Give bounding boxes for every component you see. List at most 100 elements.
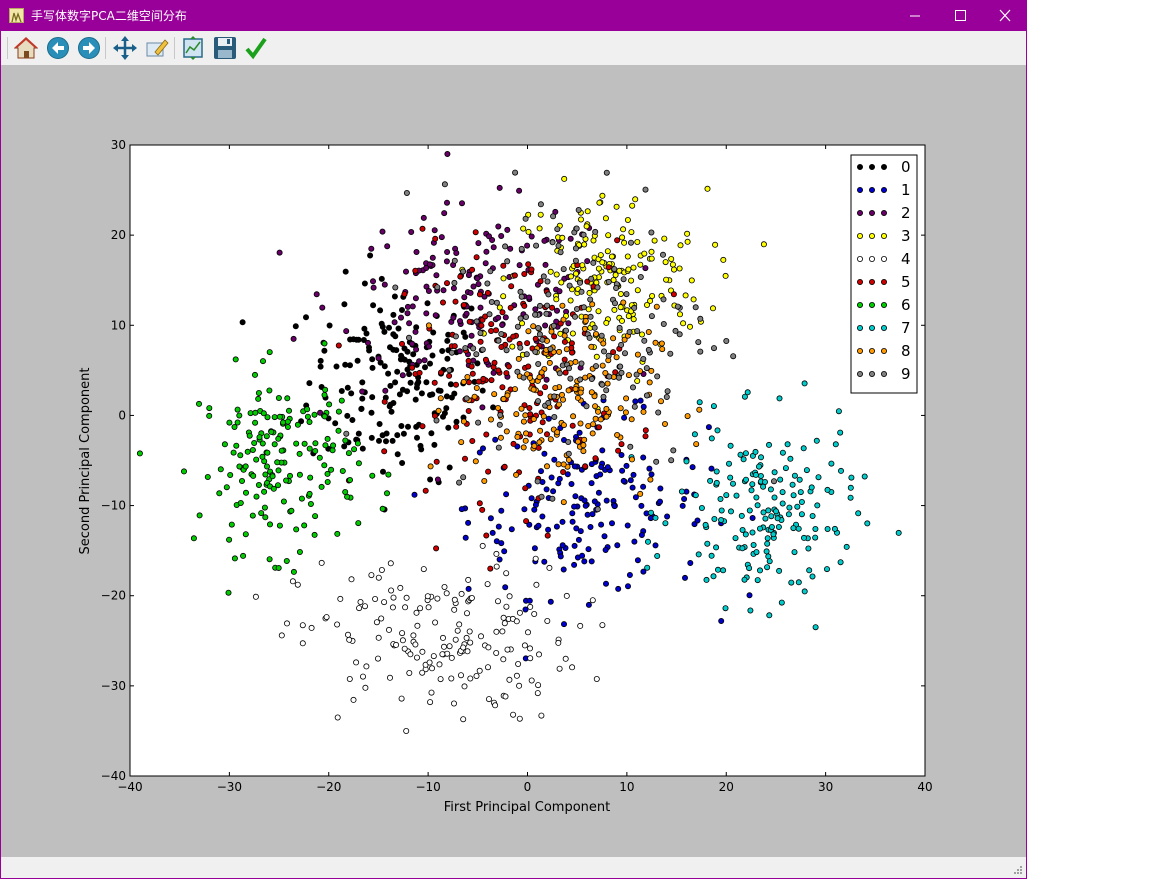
configure-subplots-button[interactable] — [180, 35, 206, 61]
point-7 — [766, 558, 773, 565]
point-4 — [506, 593, 513, 600]
point-0 — [367, 252, 374, 259]
point-2 — [425, 343, 432, 350]
point-9 — [618, 341, 625, 348]
legend-marker-0 — [881, 164, 888, 171]
point-6 — [274, 482, 281, 489]
point-7 — [770, 531, 777, 538]
point-0 — [359, 445, 366, 452]
point-2 — [399, 372, 406, 379]
point-0 — [354, 357, 361, 364]
point-9 — [578, 288, 585, 295]
point-7 — [794, 503, 801, 510]
point-4 — [451, 606, 458, 613]
point-4 — [381, 599, 388, 606]
point-7 — [749, 529, 756, 536]
minimize-button[interactable] — [892, 1, 938, 31]
point-6 — [228, 521, 235, 528]
point-3 — [604, 248, 611, 255]
point-5 — [443, 280, 450, 287]
point-3 — [624, 253, 631, 260]
point-0 — [368, 434, 375, 441]
home-button[interactable] — [13, 35, 39, 61]
point-6 — [275, 467, 282, 474]
point-4 — [399, 630, 406, 637]
subplots-icon — [183, 36, 203, 60]
point-3 — [536, 225, 543, 232]
edit-parameters-button[interactable] — [243, 35, 269, 61]
point-8 — [531, 442, 538, 449]
point-2 — [413, 346, 420, 353]
point-4 — [504, 646, 511, 653]
point-7 — [790, 492, 797, 499]
point-7 — [744, 389, 751, 396]
close-button[interactable] — [982, 1, 1028, 31]
point-5 — [482, 356, 489, 363]
point-6 — [379, 505, 386, 512]
point-1 — [465, 519, 472, 526]
pan-button[interactable] — [112, 35, 138, 61]
point-2 — [542, 261, 549, 268]
figure-canvas[interactable]: −40 −30 −20 −10 0 10 20 30 40 30 20 10 0 −10 −20 −30 −40… — [1, 65, 1026, 857]
plot-area — [129, 144, 926, 777]
save-button[interactable] — [212, 35, 238, 61]
legend-marker-5 — [869, 278, 876, 285]
point-1 — [638, 531, 645, 538]
point-3 — [599, 259, 606, 266]
point-1 — [632, 494, 639, 501]
zoom-button[interactable] — [144, 35, 170, 61]
point-1 — [462, 534, 469, 541]
point-1 — [489, 529, 496, 536]
point-2 — [465, 272, 472, 279]
point-9 — [537, 302, 544, 309]
point-1 — [571, 463, 578, 470]
forward-button[interactable] — [76, 35, 102, 61]
back-button[interactable] — [45, 35, 71, 61]
point-7 — [732, 535, 739, 542]
point-1 — [652, 542, 659, 549]
point-7 — [764, 564, 771, 571]
point-7 — [814, 502, 821, 509]
point-4 — [467, 675, 474, 682]
point-7 — [741, 393, 748, 400]
point-9 — [567, 375, 574, 382]
point-5 — [525, 363, 532, 370]
point-4 — [323, 614, 330, 621]
point-8 — [595, 408, 602, 415]
point-3 — [628, 277, 635, 284]
point-4 — [444, 650, 451, 657]
point-8 — [581, 325, 588, 332]
point-9 — [451, 279, 458, 286]
point-0 — [388, 408, 395, 415]
point-2 — [319, 304, 326, 311]
point-7 — [861, 473, 868, 480]
point-0 — [358, 405, 365, 412]
point-9 — [631, 403, 638, 410]
point-9 — [554, 226, 561, 233]
point-4 — [403, 728, 410, 735]
point-8 — [504, 392, 511, 399]
toolbar — [1, 31, 1026, 65]
point-7 — [717, 495, 724, 502]
resize-grip-icon[interactable] — [1013, 865, 1023, 875]
point-5 — [592, 455, 599, 462]
point-2 — [444, 151, 451, 158]
point-5 — [549, 304, 556, 311]
maximize-button[interactable] — [938, 1, 984, 31]
scatter-plot[interactable]: −40 −30 −20 −10 0 10 20 30 403020100−10−20−30−40… — [1, 65, 1026, 857]
point-6 — [251, 439, 258, 446]
point-0 — [453, 418, 460, 425]
point-1 — [559, 542, 566, 549]
point-1 — [498, 507, 505, 514]
title-bar[interactable]: 手写体数字PCA二维空间分布 — [1, 1, 1026, 31]
point-9 — [711, 345, 718, 352]
point-6 — [263, 433, 270, 440]
point-5 — [499, 309, 506, 316]
point-4 — [353, 659, 360, 666]
point-2 — [441, 210, 448, 217]
point-4 — [527, 645, 534, 652]
point-1 — [547, 598, 554, 605]
point-6 — [274, 459, 281, 466]
point-8 — [645, 328, 652, 335]
point-4 — [533, 581, 540, 588]
